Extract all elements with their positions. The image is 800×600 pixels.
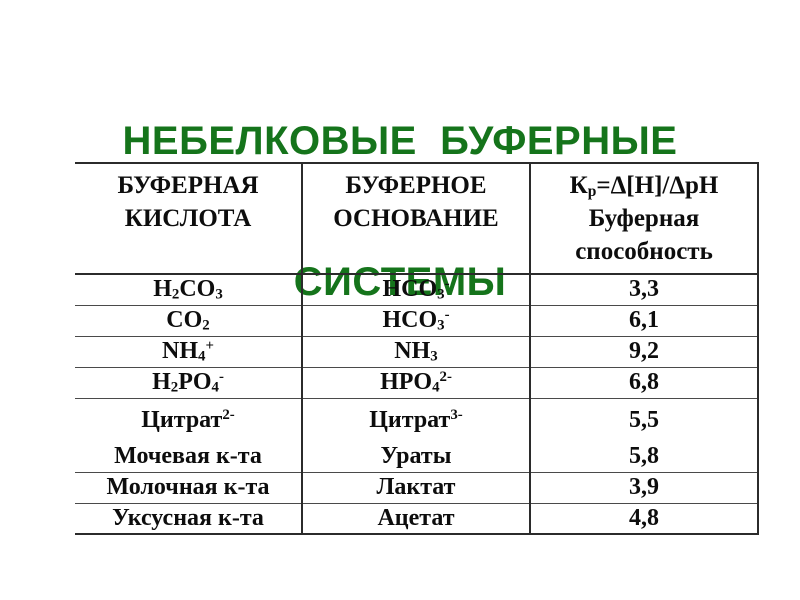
formula-subscript: 2 [202, 317, 210, 334]
formula-superscript: 3- [450, 406, 463, 423]
header-line: Буферная [588, 205, 700, 232]
table-row: CO2 HCO3- 6,1 [75, 305, 758, 337]
capacity-value-cell: 4,8 [528, 503, 758, 534]
formula-text: Ацетат [377, 504, 455, 531]
table-row: H2CO3 HCO3- 3,3 [75, 274, 758, 306]
formula-subscript: р [587, 182, 597, 200]
formula-subscript: 3 [430, 348, 438, 365]
formula-subscript: 2 [171, 286, 180, 303]
formula-subscript: 4 [432, 379, 440, 396]
formula-text: PO [178, 369, 212, 396]
formula-text: Уксусная к-та [112, 504, 264, 531]
base-cell: Ураты [301, 435, 530, 473]
formula-text: К [569, 172, 588, 199]
capacity-value-cell: 6,1 [528, 305, 758, 337]
acid-cell: NH4+ [75, 336, 302, 368]
header-line: БУФЕРНОЕ [345, 172, 487, 199]
table-header: БУФЕРНАЯ КИСЛОТА БУФЕРНОЕ ОСНОВАНИЕ Кр=Δ[Н]/… [75, 163, 758, 275]
header-line: способность [575, 238, 713, 265]
base-cell: HCO3- [301, 305, 530, 337]
title-line-1: НЕБЕЛКОВЫЕ БУФЕРНЫЕ [122, 119, 678, 163]
formula-text: Мочевая к-та [114, 443, 262, 470]
formula-text: H [153, 276, 172, 303]
formula-subscript: 4 [198, 348, 206, 365]
formula-text: Лактат [376, 474, 456, 501]
table-row: Цитрат2- Цитрат3- 5,5 [75, 398, 758, 435]
formula-text: Цитрат [141, 406, 223, 433]
base-cell: HPO42- [301, 367, 530, 399]
formula-superscript: - [444, 276, 450, 293]
column-header-acid: БУФЕРНАЯ КИСЛОТА [75, 163, 302, 275]
formula-text: =Δ[Н]/ΔрН [596, 172, 719, 199]
header-line: БУФЕРНАЯ [117, 172, 259, 199]
formula-superscript: 2- [439, 369, 452, 386]
formula-text: HPO [380, 369, 433, 396]
formula-subscript: 3 [437, 286, 445, 303]
formula-text: Молочная к-та [106, 474, 270, 501]
acid-cell: Уксусная к-та [75, 503, 302, 534]
capacity-value-cell: 5,5 [528, 398, 758, 435]
table-row: NH4+ NH3 9,2 [75, 336, 758, 368]
capacity-value-cell: 6,8 [528, 367, 758, 399]
formula-subscript: 4 [211, 379, 219, 396]
capacity-formula: Кр=Δ[Н]/ΔрН [531, 169, 757, 202]
formula-text: H [152, 369, 171, 396]
acid-cell: Цитрат2- [75, 398, 302, 435]
capacity-value-cell: 9,2 [528, 336, 758, 368]
column-header-capacity: Кр=Δ[Н]/ΔрН Буферная способность [528, 163, 758, 275]
formula-superscript: 2- [222, 406, 235, 423]
formula-text: CO [179, 276, 216, 303]
formula-text: Цитрат [369, 406, 451, 433]
header-line: КИСЛОТА [124, 205, 252, 232]
formula-subscript: 3 [215, 286, 223, 303]
formula-subscript: 3 [437, 317, 445, 334]
formula-text: Ураты [380, 443, 452, 470]
header-line: ОСНОВАНИЕ [333, 205, 499, 232]
table-row: Уксусная к-та Ацетат 4,8 [75, 503, 758, 534]
acid-cell: H2PO4- [75, 367, 302, 399]
formula-superscript: - [444, 307, 450, 324]
formula-superscript: - [218, 369, 224, 386]
base-cell: Лактат [301, 472, 530, 504]
capacity-value-cell: 3,3 [528, 274, 758, 306]
acid-cell: Мочевая к-та [75, 435, 302, 473]
acid-cell: CO2 [75, 305, 302, 337]
table-row: H2PO4- HPO42- 6,8 [75, 367, 758, 399]
base-cell: HCO3- [301, 274, 530, 306]
formula-text: HCO [382, 276, 438, 303]
table-row: Мочевая к-та Ураты 5,8 [75, 435, 758, 473]
capacity-value-cell: 3,9 [528, 472, 758, 504]
header-row: БУФЕРНАЯ КИСЛОТА БУФЕРНОЕ ОСНОВАНИЕ Кр=Δ[Н]/… [75, 163, 758, 275]
formula-text: CO [166, 307, 203, 334]
base-cell: Ацетат [301, 503, 530, 534]
formula-text: HCO [382, 307, 438, 334]
table-row: Молочная к-та Лактат 3,9 [75, 472, 758, 504]
formula-superscript: + [205, 338, 214, 355]
column-header-base: БУФЕРНОЕ ОСНОВАНИЕ [301, 163, 530, 275]
formula-text: NH [394, 338, 431, 365]
acid-cell: Молочная к-та [75, 472, 302, 504]
acid-cell: H2CO3 [75, 274, 302, 306]
table-body: H2CO3 HCO3- 3,3 CO2 HCO3- 6,1 NH4+ NH3 9,2 H2PO4-… [75, 274, 758, 534]
base-cell: NH3 [301, 336, 530, 368]
capacity-value-cell: 5,8 [528, 435, 758, 473]
base-cell: Цитрат3- [301, 398, 530, 435]
buffer-systems-table: БУФЕРНАЯ КИСЛОТА БУФЕРНОЕ ОСНОВАНИЕ Кр=Δ[Н]/… [75, 162, 759, 535]
formula-subscript: 2 [170, 379, 179, 396]
formula-text: NH [162, 338, 199, 365]
